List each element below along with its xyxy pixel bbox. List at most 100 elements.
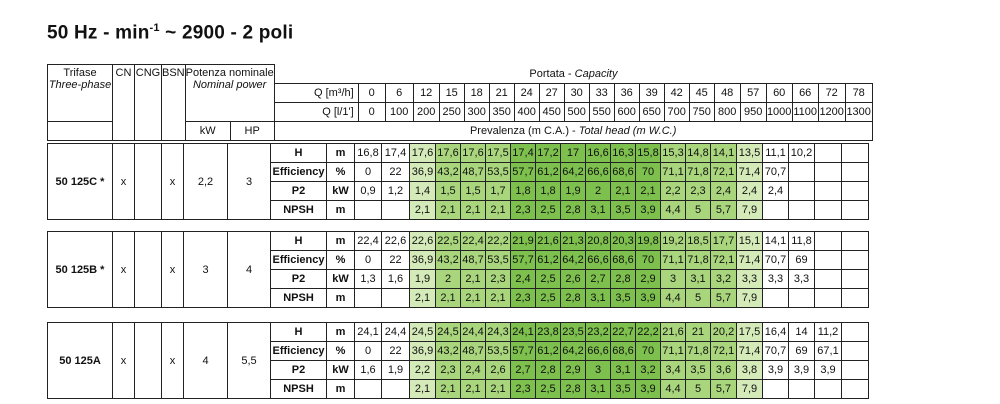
col-kw: kW bbox=[184, 120, 231, 141]
table-row: P2 kW 1,3 1,6 1,9 2 2,1 2,3 2,4 2,5 2,6 2,7 2,8 2,9 3 3… bbox=[48, 269, 869, 289]
header-table: Trifase Three-phase CN CNG BSN Potenza nomina… bbox=[47, 64, 873, 141]
value-cell: 1,8 bbox=[510, 181, 536, 201]
model-cn: x bbox=[112, 231, 135, 308]
value-cell bbox=[841, 288, 869, 308]
row-unit: m bbox=[326, 200, 355, 220]
value-cell: 48,7 bbox=[460, 250, 486, 270]
value-cell: 3,1 bbox=[685, 269, 711, 289]
value-cell: 2,1 bbox=[485, 379, 511, 399]
value-cell: 7,9 bbox=[736, 288, 763, 308]
row-label: P2 bbox=[270, 360, 327, 380]
table-row: NPSH m 2,1 2,1 2,1 2,1 2,3 2,5 2,8 3,1 3,5 3,9 4,4 5 5… bbox=[48, 379, 869, 399]
row-unit: % bbox=[326, 341, 355, 361]
value-cell: 15,3 bbox=[660, 143, 686, 163]
q-m3h-cell: 66 bbox=[791, 82, 819, 103]
value-cell: 3,1 bbox=[585, 379, 611, 399]
value-cell: 1,6 bbox=[381, 269, 410, 289]
value-cell bbox=[841, 269, 869, 289]
value-cell: 1,9 bbox=[381, 360, 410, 380]
value-cell: 53,5 bbox=[485, 250, 511, 270]
value-cell: 72,1 bbox=[710, 341, 737, 361]
row-label: H bbox=[270, 231, 327, 251]
q-ls-cell: 400 bbox=[513, 101, 540, 122]
row-unit: kW bbox=[326, 181, 355, 201]
value-cell: 22,2 bbox=[485, 231, 511, 251]
value-cell: 17,7 bbox=[710, 231, 737, 251]
q-ls-cell: 100 bbox=[384, 101, 414, 122]
row-label: NPSH bbox=[270, 288, 327, 308]
value-cell: 19,8 bbox=[635, 231, 661, 251]
value-cell: 1,7 bbox=[485, 181, 511, 201]
value-cell: 2,7 bbox=[585, 269, 611, 289]
value-cell: 61,2 bbox=[535, 162, 561, 182]
q-m3h-cell: 42 bbox=[663, 82, 690, 103]
value-cell: 69 bbox=[788, 250, 815, 270]
row-unit: m bbox=[326, 322, 355, 342]
value-cell: 3,1 bbox=[585, 200, 611, 220]
value-cell: 2,1 bbox=[485, 200, 511, 220]
value-cell: 2,1 bbox=[435, 288, 461, 308]
value-cell: 5 bbox=[685, 288, 711, 308]
q-ls-cell: 200 bbox=[412, 101, 440, 122]
q-m3h-cell: 6 bbox=[384, 82, 414, 103]
value-cell: 23,8 bbox=[535, 322, 561, 342]
value-cell: 22,7 bbox=[610, 322, 636, 342]
value-cell: 2,3 bbox=[685, 181, 711, 201]
value-cell: 3 bbox=[660, 269, 686, 289]
value-cell: 2,1 bbox=[409, 379, 436, 399]
value-cell: 57,7 bbox=[510, 250, 536, 270]
value-cell: 16,8 bbox=[354, 143, 382, 163]
table-row: Efficiency% 0 22 36,9 43,2 48,7 53,5 57,7 61,2 64… bbox=[48, 162, 869, 182]
q-ls-cell: 300 bbox=[463, 101, 490, 122]
value-cell: 2,6 bbox=[485, 360, 511, 380]
value-cell: 5 bbox=[685, 379, 711, 399]
value-cell: 2,5 bbox=[535, 200, 561, 220]
value-cell: 3,5 bbox=[610, 200, 636, 220]
value-cell: 17,6 bbox=[435, 143, 461, 163]
value-cell: 2 bbox=[585, 181, 611, 201]
value-cell: 2,3 bbox=[485, 269, 511, 289]
row-unit: kW bbox=[326, 360, 355, 380]
col-cn: CN bbox=[112, 64, 135, 141]
value-cell: 3,5 bbox=[610, 288, 636, 308]
value-cell: 2,8 bbox=[560, 288, 586, 308]
col-cng: CNG bbox=[134, 64, 162, 141]
value-cell: 2,5 bbox=[535, 379, 561, 399]
model-name: 50 125B * bbox=[47, 231, 113, 308]
value-cell bbox=[841, 379, 869, 399]
value-cell: 17,6 bbox=[460, 143, 486, 163]
value-cell: 23,2 bbox=[585, 322, 611, 342]
value-cell: 5,7 bbox=[710, 379, 737, 399]
value-cell bbox=[814, 231, 842, 251]
value-cell: 4,4 bbox=[660, 379, 686, 399]
q-m3h-label: Q [m³/h] bbox=[273, 82, 359, 103]
value-cell bbox=[841, 200, 869, 220]
row-label: P2 bbox=[270, 269, 327, 289]
value-cell: 61,2 bbox=[535, 341, 561, 361]
value-cell: 3,2 bbox=[710, 269, 737, 289]
value-cell: 71,4 bbox=[736, 162, 763, 182]
model-cn: x bbox=[112, 143, 135, 220]
value-cell: 2,4 bbox=[762, 181, 789, 201]
value-cell: 21,3 bbox=[560, 231, 586, 251]
value-cell: 5 bbox=[685, 200, 711, 220]
value-cell: 0,9 bbox=[354, 181, 382, 201]
row-unit: % bbox=[326, 162, 355, 182]
value-cell: 0 bbox=[354, 250, 382, 270]
q-m3h-cell: 12 bbox=[412, 82, 440, 103]
row-label: NPSH bbox=[270, 379, 327, 399]
value-cell: 69 bbox=[788, 341, 815, 361]
value-cell: 2,1 bbox=[409, 200, 436, 220]
value-cell: 3,2 bbox=[635, 360, 661, 380]
value-cell bbox=[381, 288, 410, 308]
value-cell: 2,1 bbox=[485, 288, 511, 308]
value-cell: 1,3 bbox=[354, 269, 382, 289]
value-cell bbox=[814, 379, 842, 399]
q-ls-cell: 1200 bbox=[817, 101, 846, 122]
value-cell: 72,1 bbox=[710, 250, 737, 270]
value-cell: 48,7 bbox=[460, 341, 486, 361]
value-cell: 22,2 bbox=[635, 322, 661, 342]
value-cell: 2,7 bbox=[510, 360, 536, 380]
value-cell: 5,7 bbox=[710, 288, 737, 308]
